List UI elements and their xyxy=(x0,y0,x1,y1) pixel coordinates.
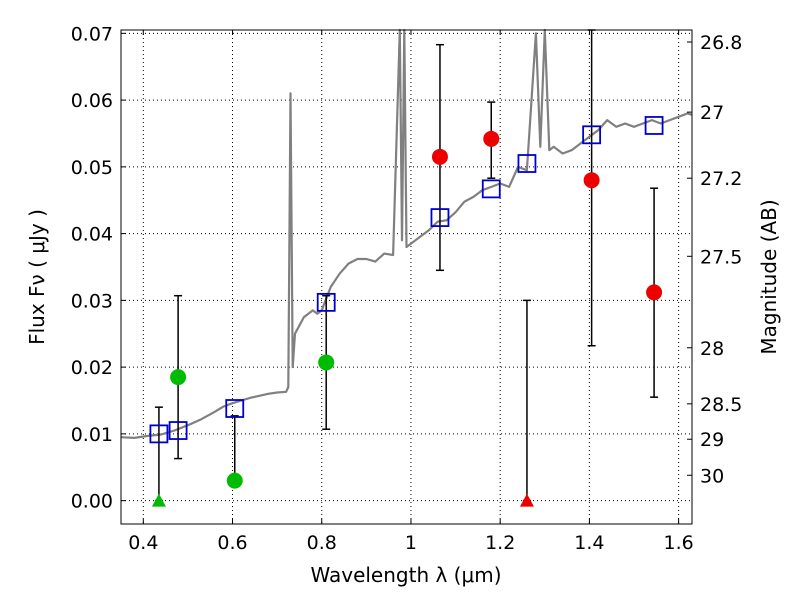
x-tick-label: 0.4 xyxy=(128,532,158,554)
x-tick-label: 0.6 xyxy=(217,532,247,554)
magnitude-tick-label: 28.5 xyxy=(700,394,742,416)
x-tick-label: 1.6 xyxy=(664,532,694,554)
model-point xyxy=(168,421,188,440)
axis-layer: 0.4 0.6 0.8 1 1.2 1.4 1.6 0.00 0.01 0.02 0.03 0.04 0… xyxy=(71,23,743,554)
magnitude-tick-label: 27 xyxy=(700,102,724,124)
ir-detection-point xyxy=(483,130,500,147)
optical-detection-point xyxy=(170,369,187,386)
magnitude-tick-label: 28 xyxy=(700,338,724,360)
y-tick-label: 0.07 xyxy=(71,23,113,45)
y-tick-label: 0.00 xyxy=(71,491,113,513)
y-axis-label-right: Magnitude (AB) xyxy=(757,199,781,354)
model-point xyxy=(316,292,336,312)
grid-layer xyxy=(121,30,692,524)
y-tick-label: 0.02 xyxy=(71,357,113,379)
magnitude-tick-label: 29 xyxy=(700,429,724,451)
y-tick-label: 0.04 xyxy=(71,224,113,246)
plot-frame xyxy=(120,29,693,525)
x-axis-label: Wavelength λ (μm) xyxy=(310,563,501,587)
data-layer xyxy=(120,28,693,507)
ir-detection-point xyxy=(583,172,600,189)
model-point xyxy=(430,208,450,227)
x-tick-label: 1 xyxy=(405,532,417,554)
model-point xyxy=(149,424,169,444)
y-axis-label: Flux Fν ( μJy ) xyxy=(25,209,49,345)
ir-detection-point xyxy=(646,284,663,301)
y-tick-label: 0.01 xyxy=(71,424,113,446)
model-point xyxy=(481,179,501,199)
model-point xyxy=(644,116,664,135)
model-point xyxy=(517,154,537,173)
model-point xyxy=(582,125,602,145)
optical-detection-point xyxy=(318,354,335,371)
magnitude-tick-label: 27.5 xyxy=(700,246,742,268)
y-tick-label: 0.03 xyxy=(71,290,113,312)
y-tick-label: 0.06 xyxy=(71,90,113,112)
x-tick-label: 1.4 xyxy=(574,532,604,554)
ir-upper-limit-marker xyxy=(519,493,534,507)
optical-detection-point xyxy=(226,472,243,489)
model-spectrum-line xyxy=(120,28,693,439)
y-tick-label: 0.05 xyxy=(71,157,113,179)
magnitude-tick-label: 30 xyxy=(700,465,724,487)
optical-upper-limit-marker xyxy=(151,493,166,507)
magnitude-tick-label: 26.8 xyxy=(700,32,742,54)
model-point xyxy=(225,399,245,418)
x-tick-label: 1.2 xyxy=(485,532,515,554)
ir-detection-point xyxy=(431,148,448,165)
magnitude-tick-label: 27.2 xyxy=(700,168,742,190)
x-tick-label: 0.8 xyxy=(307,532,337,554)
